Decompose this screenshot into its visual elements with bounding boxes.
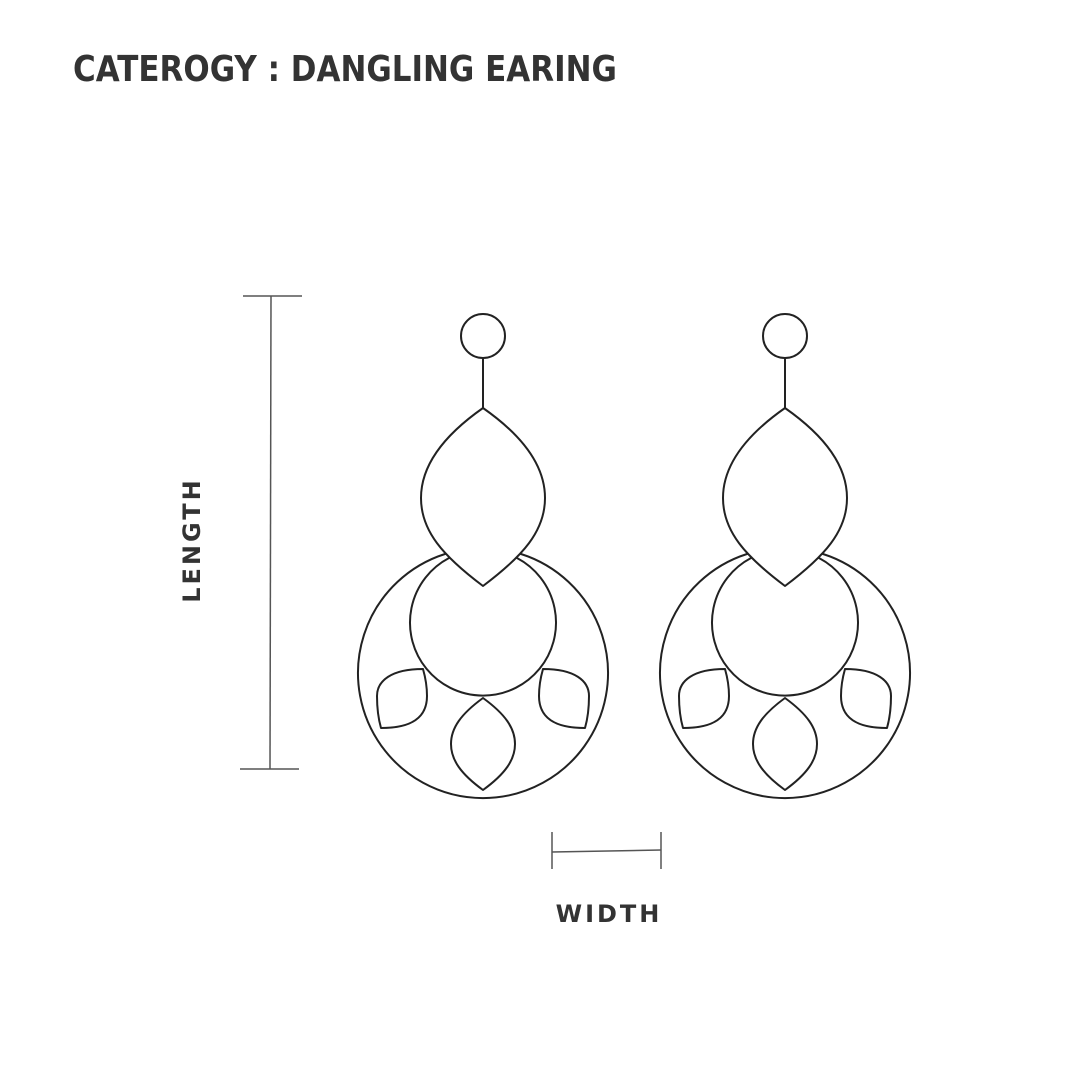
- page-title: CATEROGY : DANGLING EARING: [73, 49, 617, 90]
- right-earring: [659, 313, 911, 800]
- length-dimension: [240, 295, 302, 770]
- width-dimension: [551, 832, 662, 869]
- left-earring: [357, 313, 609, 800]
- length-label: LENGTH: [178, 477, 206, 603]
- width-label: WIDTH: [556, 900, 663, 928]
